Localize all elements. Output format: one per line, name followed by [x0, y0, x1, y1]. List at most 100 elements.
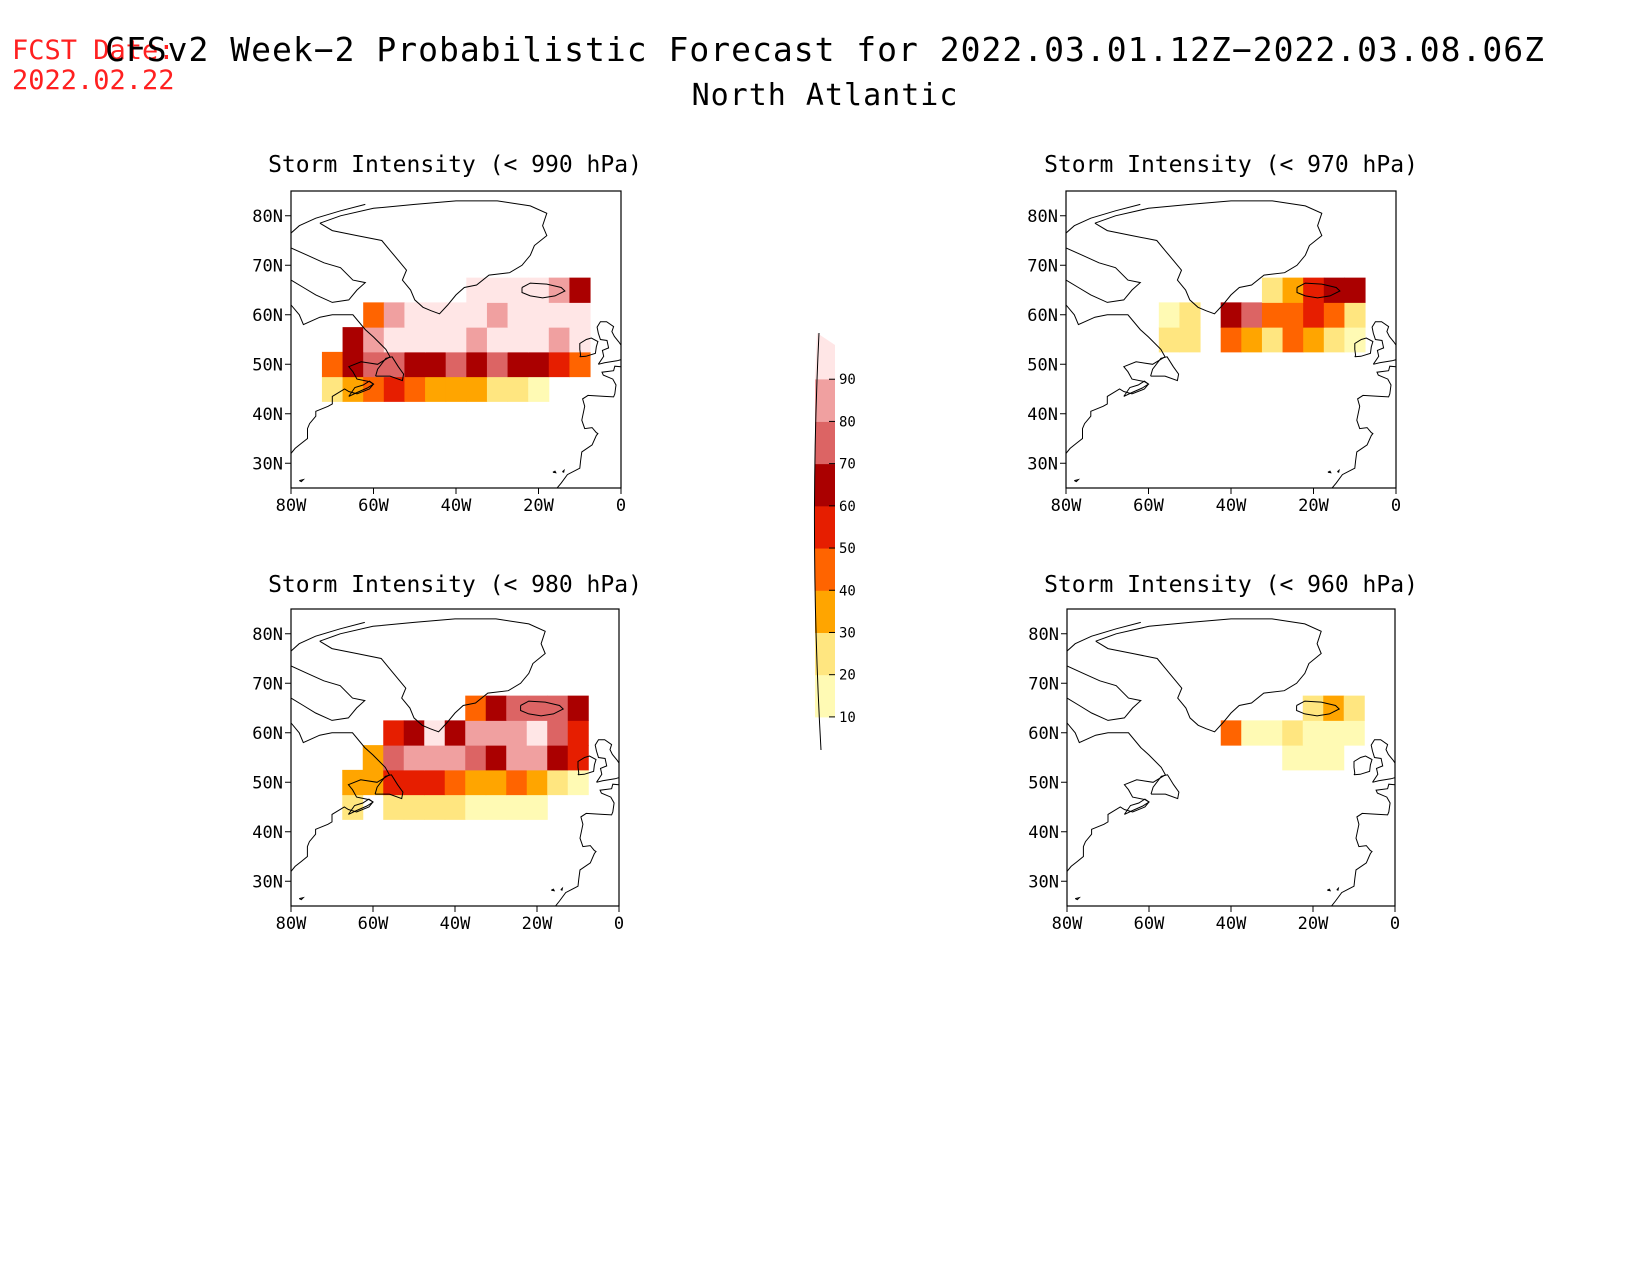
- heatmap-cell: [321, 376, 344, 402]
- heatmap-cell: [403, 769, 425, 796]
- heatmap-cell: [1303, 302, 1325, 328]
- panel-title-980: Storm Intensity (< 980 hPa): [268, 572, 642, 598]
- heatmap-cell: [403, 745, 425, 771]
- heatmap-cell: [485, 695, 507, 721]
- heatmap-cell: [1261, 327, 1284, 353]
- lon-tick-label: 80W: [1051, 496, 1082, 516]
- lat-tick-label: 80N: [1028, 625, 1059, 645]
- heatmap-cell: [548, 277, 570, 303]
- coastline: [552, 470, 557, 474]
- lat-tick-label: 40N: [252, 405, 283, 425]
- coastline: [1370, 739, 1395, 783]
- lat-tick-label: 60N: [252, 306, 283, 326]
- heatmap-cell: [445, 351, 467, 378]
- heatmap-cell: [444, 720, 466, 746]
- coastline: [1066, 247, 1142, 303]
- heatmap-cell: [444, 769, 466, 796]
- heatmap-cell: [547, 695, 569, 721]
- coastline: [1123, 380, 1150, 397]
- heatmap-cell: [506, 769, 528, 796]
- heatmap-cell: [465, 769, 487, 796]
- coastline: [1066, 203, 1141, 234]
- map-panel-990: 80N 70N 60N 50N 40N 30N 80W 60W 40W 20W 0: [252, 190, 626, 516]
- heatmap-cell: [1220, 720, 1242, 746]
- heatmap-cell: [1343, 720, 1365, 746]
- heatmap-cell: [425, 376, 447, 402]
- coastline: [520, 700, 565, 717]
- heatmap-cell: [425, 302, 447, 328]
- heatmap-cell: [526, 745, 548, 771]
- coastline: [299, 478, 306, 483]
- heatmap-cell: [424, 769, 446, 796]
- heatmap-cell: [363, 376, 385, 402]
- heatmap-cell: [465, 745, 487, 771]
- coastline: [291, 203, 366, 234]
- colorbar-label: 60: [839, 499, 856, 515]
- lon-tick-label: 40W: [441, 496, 472, 516]
- heatmap-cell: [1323, 277, 1345, 303]
- coastline: [291, 621, 365, 652]
- coastline: [551, 888, 556, 892]
- lon-tick-label: 20W: [522, 914, 553, 934]
- colorbar-segment: [815, 333, 835, 380]
- heatmap-cell: [403, 794, 425, 820]
- lon-tick-label: 0: [1391, 496, 1401, 516]
- heatmap-cell: [1323, 720, 1345, 746]
- coastline: [577, 755, 597, 776]
- heatmap-cell: [342, 794, 364, 820]
- heatmap-cell: [486, 327, 509, 353]
- heatmap-cell: [363, 351, 385, 378]
- heatmap-cell: [445, 327, 467, 353]
- lon-tick-label: 40W: [1216, 496, 1247, 516]
- lat-tick-label: 70N: [1027, 256, 1058, 276]
- coastline: [347, 798, 374, 815]
- coastline: [1354, 337, 1374, 358]
- colorbar-segment: [815, 379, 835, 422]
- heatmap-cell: [465, 720, 487, 746]
- coastline: [1123, 798, 1150, 815]
- heatmap-cell: [526, 720, 548, 746]
- heatmap-cell: [485, 745, 507, 771]
- heatmap-cell: [1261, 277, 1284, 303]
- lat-tick-label: 30N: [252, 872, 283, 892]
- lat-tick-label: 80N: [252, 207, 283, 227]
- lon-tick-label: 60W: [358, 914, 389, 934]
- heatmap-cell: [1282, 327, 1304, 353]
- lon-tick-label: 40W: [1216, 914, 1247, 934]
- lat-tick-label: 80N: [1027, 207, 1058, 227]
- heatmap-cell: [528, 351, 550, 378]
- coastline: [1067, 621, 1141, 652]
- heatmap-cell: [486, 376, 509, 402]
- coastline: [560, 886, 564, 891]
- colorbar-label: 90: [839, 372, 856, 388]
- heatmap-cell: [569, 351, 591, 378]
- heatmap-cell: [1220, 302, 1242, 328]
- heatmap-cell: [547, 745, 569, 771]
- heatmap-cell: [383, 794, 405, 820]
- coastline: [374, 774, 404, 800]
- heatmap-cell: [1302, 720, 1324, 746]
- coastline: [319, 618, 546, 733]
- heatmap-cell: [465, 695, 487, 721]
- heatmap-cell: [528, 376, 550, 402]
- coastline: [1095, 618, 1322, 733]
- heatmap-cell: [383, 745, 405, 771]
- coastline: [579, 337, 599, 358]
- coastline: [1066, 304, 1166, 454]
- heatmap-cell: [1241, 327, 1263, 353]
- heatmap-cell: [342, 327, 364, 353]
- colorbar-label: 30: [839, 625, 856, 641]
- heatmap-cell: [526, 794, 548, 820]
- heatmap-cell: [1282, 277, 1304, 303]
- heatmap-cell: [548, 351, 570, 378]
- heatmap-cell: [528, 327, 550, 353]
- lat-tick-label: 70N: [1028, 674, 1059, 694]
- heatmap-cell: [466, 351, 488, 378]
- heatmap-cell: [404, 302, 426, 328]
- lon-tick-label: 0: [616, 496, 626, 516]
- heatmap-cell: [507, 277, 529, 303]
- coastline: [562, 468, 565, 473]
- coastline: [319, 200, 548, 315]
- heatmap-cell: [424, 794, 446, 820]
